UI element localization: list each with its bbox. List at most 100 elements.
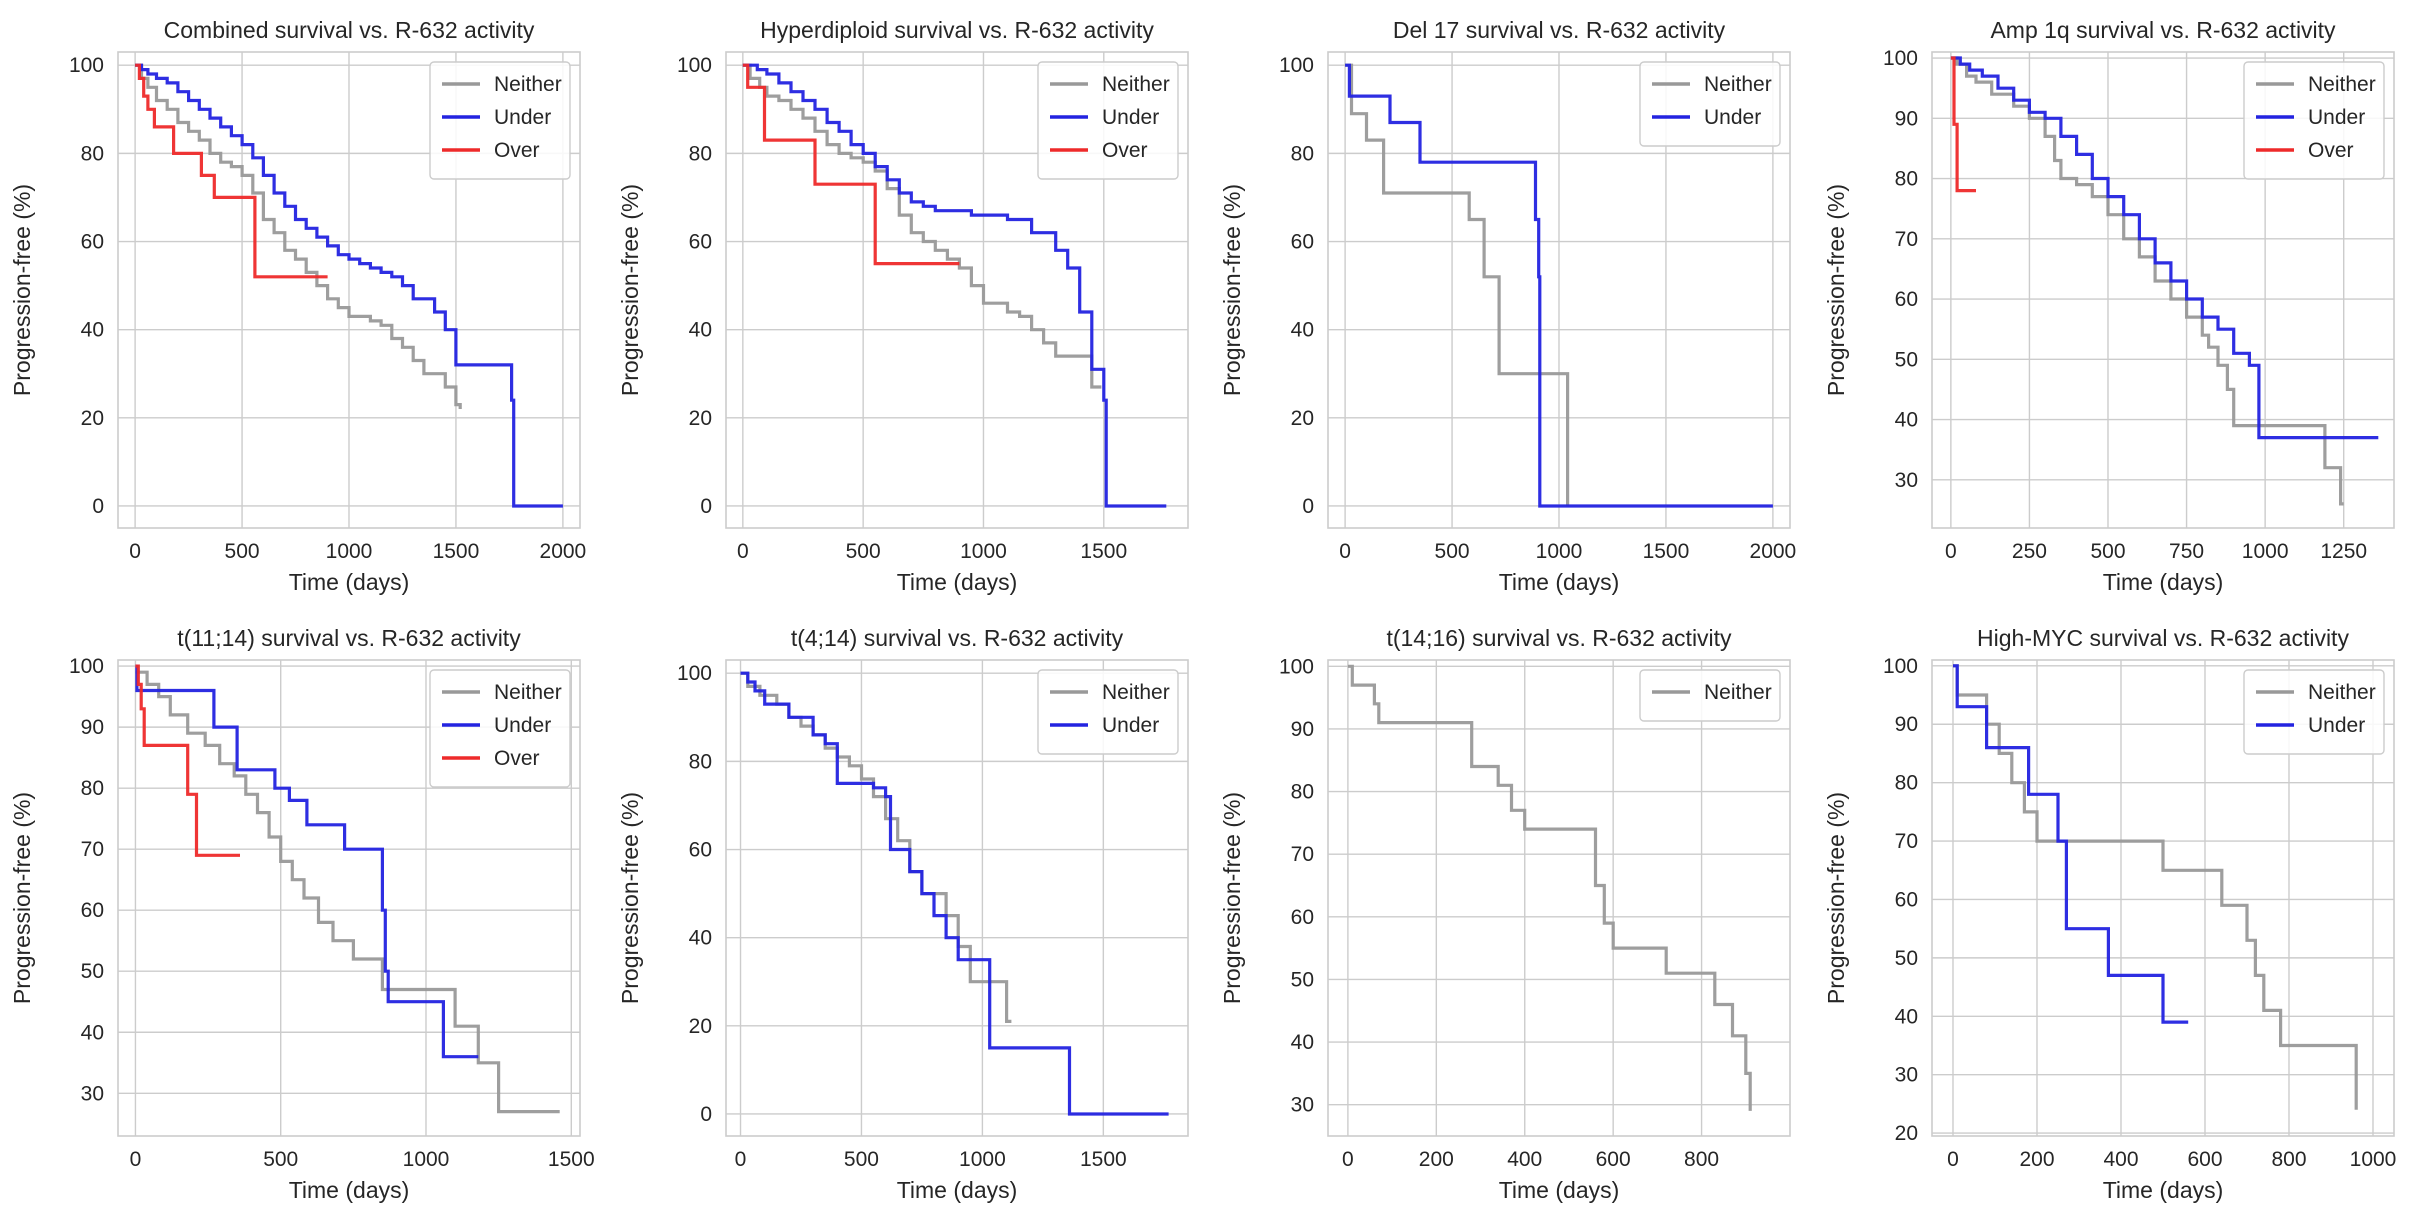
chart-panel-8: 0 200 400 600 800 1000 20 30 40 50 60 70 80 90 100 High… (1823, 625, 2396, 1203)
y-tick-label: 30 (1291, 1094, 1314, 1117)
y-tick-label: 50 (1291, 968, 1314, 991)
chart-panel-5: 0 500 1000 1500 30 40 50 60 70 80 90 100 t(11;14) su… (9, 625, 595, 1203)
y-tick-label: 20 (81, 407, 104, 430)
legend: Neither Under Over (429, 61, 571, 180)
x-tick-label: 600 (1596, 1148, 1631, 1171)
series-line-under (135, 63, 563, 508)
x-tick-label: 1500 (1080, 540, 1127, 563)
series-line-under (742, 63, 1167, 508)
series-line-neither (1953, 664, 2358, 1110)
x-tick-label: 500 (263, 1148, 298, 1171)
y-tick-label: 100 (1883, 47, 1918, 70)
x-axis-label: Time (days) (897, 569, 1018, 595)
series-line-under (135, 664, 479, 1059)
y-tick-label: 40 (689, 927, 712, 950)
y-tick-label: 60 (1291, 906, 1314, 929)
y-tick-label: 100 (677, 54, 712, 77)
legend-label-neither: Neither (494, 73, 562, 96)
x-tick-label: 0 (1339, 540, 1351, 563)
y-tick-label: 100 (69, 54, 104, 77)
legend-label-over: Over (494, 747, 540, 770)
x-tick-label: 200 (2019, 1148, 2054, 1171)
y-tick-label: 100 (677, 662, 712, 685)
legend-label-under: Under (1704, 106, 1761, 129)
series-line-under (1345, 63, 1773, 508)
y-tick-label: 80 (689, 750, 712, 773)
x-axis-label: Time (days) (289, 569, 410, 595)
x-tick-label: 0 (737, 540, 749, 563)
y-tick-label: 60 (81, 899, 104, 922)
legend-label-under: Under (494, 714, 551, 737)
x-tick-label: 1000 (326, 540, 373, 563)
y-tick-label: 80 (1291, 781, 1314, 804)
y-tick-label: 70 (1895, 228, 1918, 251)
y-tick-label: 100 (1279, 655, 1314, 678)
series-line-over (135, 63, 328, 279)
axes-frame (1327, 659, 1791, 1137)
axes-frame (725, 51, 1189, 529)
y-tick-label: 70 (1895, 830, 1918, 853)
x-axis-label: Time (days) (289, 1177, 410, 1203)
y-tick-label: 90 (1895, 713, 1918, 736)
x-tick-label: 600 (2187, 1148, 2222, 1171)
x-tick-label: 250 (2012, 540, 2047, 563)
x-axis-label: Time (days) (2103, 1177, 2224, 1203)
series-line-over (1950, 56, 1976, 193)
series-line-neither (740, 671, 1012, 1023)
y-tick-label: 100 (69, 655, 104, 678)
y-tick-label: 70 (1291, 843, 1314, 866)
y-axis-label: Progression-free (%) (1823, 792, 1849, 1004)
legend-label-neither: Neither (1102, 73, 1170, 96)
chart-title: Combined survival vs. R-632 activity (164, 17, 535, 43)
x-tick-label: 2000 (540, 540, 587, 563)
axes-frame (1931, 51, 2395, 529)
x-tick-label: 500 (846, 540, 881, 563)
y-tick-label: 90 (81, 716, 104, 739)
y-tick-label: 90 (1291, 718, 1314, 741)
y-tick-label: 40 (1291, 1031, 1314, 1054)
series-line-neither (1347, 664, 1752, 1111)
y-tick-label: 50 (1895, 947, 1918, 970)
y-axis-label: Progression-free (%) (9, 184, 35, 396)
y-tick-label: 40 (1895, 409, 1918, 432)
chart-panel-1: 0 500 1000 1500 2000 0 20 40 60 80 100 Combined sur… (9, 17, 586, 595)
y-tick-label: 80 (81, 142, 104, 165)
y-tick-label: 0 (1302, 495, 1314, 518)
x-axis-label: Time (days) (2103, 569, 2224, 595)
y-tick-label: 40 (81, 319, 104, 342)
x-tick-label: 1500 (433, 540, 480, 563)
y-tick-label: 80 (81, 777, 104, 800)
x-tick-label: 2000 (1750, 540, 1797, 563)
chart-title: t(4;14) survival vs. R-632 activity (791, 625, 1124, 651)
legend-label-neither: Neither (2308, 73, 2376, 96)
x-tick-label: 0 (1342, 1148, 1354, 1171)
y-tick-label: 80 (1895, 772, 1918, 795)
y-tick-label: 80 (1291, 142, 1314, 165)
chart-panel-3: 0 500 1000 1500 2000 0 20 40 60 80 100 Del 17 survi… (1219, 17, 1796, 595)
y-axis-label: Progression-free (%) (1823, 184, 1849, 396)
legend-box (1639, 669, 1781, 722)
chart-title: Amp 1q survival vs. R-632 activity (1990, 17, 2336, 43)
series-line-under (1950, 56, 2379, 440)
x-tick-label: 800 (1684, 1148, 1719, 1171)
x-tick-label: 1000 (2350, 1148, 2397, 1171)
axes-frame (117, 51, 581, 529)
x-tick-label: 1250 (2320, 540, 2367, 563)
y-tick-label: 70 (81, 838, 104, 861)
y-tick-label: 50 (1895, 348, 1918, 371)
y-axis-label: Progression-free (%) (617, 184, 643, 396)
x-tick-label: 1000 (959, 1148, 1006, 1171)
x-tick-label: 0 (1945, 540, 1957, 563)
chart-title: Hyperdiploid survival vs. R-632 activity (760, 17, 1154, 43)
x-tick-label: 1500 (1643, 540, 1690, 563)
series-line-under (740, 671, 1169, 1116)
legend-label-neither: Neither (494, 681, 562, 704)
y-tick-label: 80 (1895, 168, 1918, 191)
x-tick-label: 200 (1419, 1148, 1454, 1171)
y-tick-label: 30 (1895, 1064, 1918, 1087)
series-line-over (742, 63, 960, 266)
y-tick-label: 20 (689, 1015, 712, 1038)
chart-panel-4: 0 250 500 750 1000 1250 30 40 50 60 70 80 90 100 Amp 1… (1823, 17, 2395, 595)
y-tick-label: 100 (1883, 655, 1918, 678)
